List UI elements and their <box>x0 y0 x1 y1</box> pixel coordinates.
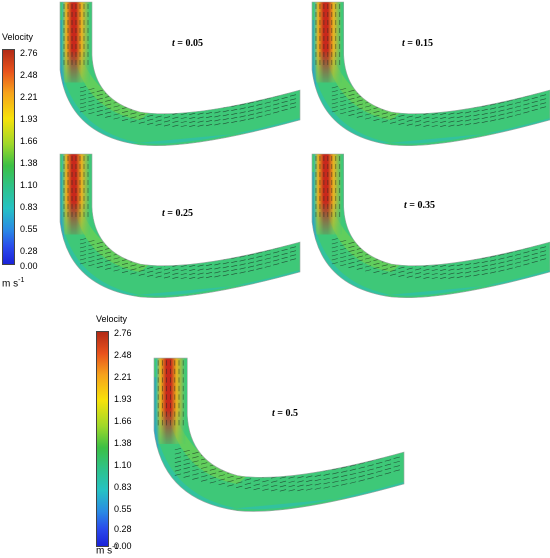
legend-tick: 2.76 <box>114 328 132 338</box>
time-value: 0.25 <box>175 208 193 219</box>
legend-tick: 1.66 <box>20 136 38 146</box>
legend-tick: 2.48 <box>20 70 38 80</box>
time-value: 0.15 <box>415 38 433 49</box>
flow-panel-1: t = 0.05 <box>59 0 301 150</box>
legend-tick: 1.10 <box>114 460 132 470</box>
time-label: t = 0.5 <box>272 408 298 419</box>
unit-exponent: -1 <box>18 277 25 284</box>
legend-tick: 1.93 <box>20 114 38 124</box>
unit-exponent: -1 <box>112 544 119 551</box>
legend-tick: 0.55 <box>114 504 132 514</box>
legend-tick: 2.21 <box>114 372 132 382</box>
time-label: t = 0.15 <box>402 38 433 49</box>
legend-title: Velocity <box>2 32 34 42</box>
legend-tick: 1.93 <box>114 394 132 404</box>
velocity-legend-top: Velocity 2.76 2.48 2.21 1.93 1.66 1.38 1… <box>0 32 50 292</box>
time-value: 0.05 <box>185 38 203 49</box>
legend-tick: 2.21 <box>20 92 38 102</box>
elbow-flow-field <box>311 1 550 147</box>
time-variable: t <box>162 208 165 219</box>
time-variable: t <box>404 200 407 211</box>
elbow-flow-field <box>311 153 550 299</box>
color-scale-bar <box>2 49 15 265</box>
time-label: t = 0.25 <box>162 208 193 219</box>
legend-tick: 2.76 <box>20 48 38 58</box>
legend-tick: 1.38 <box>114 438 132 448</box>
legend-tick: 0.00 <box>114 541 132 551</box>
legend-tick: 0.00 <box>20 261 38 271</box>
unit-base: m s <box>96 545 113 557</box>
legend-tick: 0.28 <box>114 524 132 534</box>
legend-title: Velocity <box>96 314 128 324</box>
legend-tick: 1.10 <box>20 180 38 190</box>
flow-panel-3: t = 0.25 <box>59 152 301 302</box>
time-variable: t <box>272 408 275 419</box>
time-value: 0.35 <box>417 200 435 211</box>
elbow-flow-field <box>153 357 405 512</box>
flow-panel-4: t = 0.35 <box>311 152 550 302</box>
elbow-flow-field <box>59 153 301 299</box>
unit-base: m s <box>2 278 19 290</box>
time-variable: t <box>172 38 175 49</box>
legend-tick: 0.55 <box>20 224 38 234</box>
legend-tick: 0.83 <box>20 202 38 212</box>
velocity-legend-bottom: Velocity 2.76 2.48 2.21 1.93 1.66 1.38 1… <box>94 314 144 558</box>
legend-tick: 1.38 <box>20 158 38 168</box>
elbow-flow-field <box>59 1 301 147</box>
flow-panel-5: t = 0.5 <box>153 356 405 516</box>
legend-unit: m s-1 <box>96 544 118 556</box>
legend-tick: 0.28 <box>20 246 38 256</box>
time-label: t = 0.35 <box>404 200 435 211</box>
time-value: 0.5 <box>285 408 298 419</box>
time-label: t = 0.05 <box>172 38 203 49</box>
legend-tick: 0.83 <box>114 482 132 492</box>
time-variable: t <box>402 38 405 49</box>
legend-tick: 1.66 <box>114 416 132 426</box>
legend-tick: 2.48 <box>114 350 132 360</box>
color-scale-bar <box>96 331 109 547</box>
flow-panel-2: t = 0.15 <box>311 0 550 150</box>
legend-unit: m s-1 <box>2 277 24 289</box>
